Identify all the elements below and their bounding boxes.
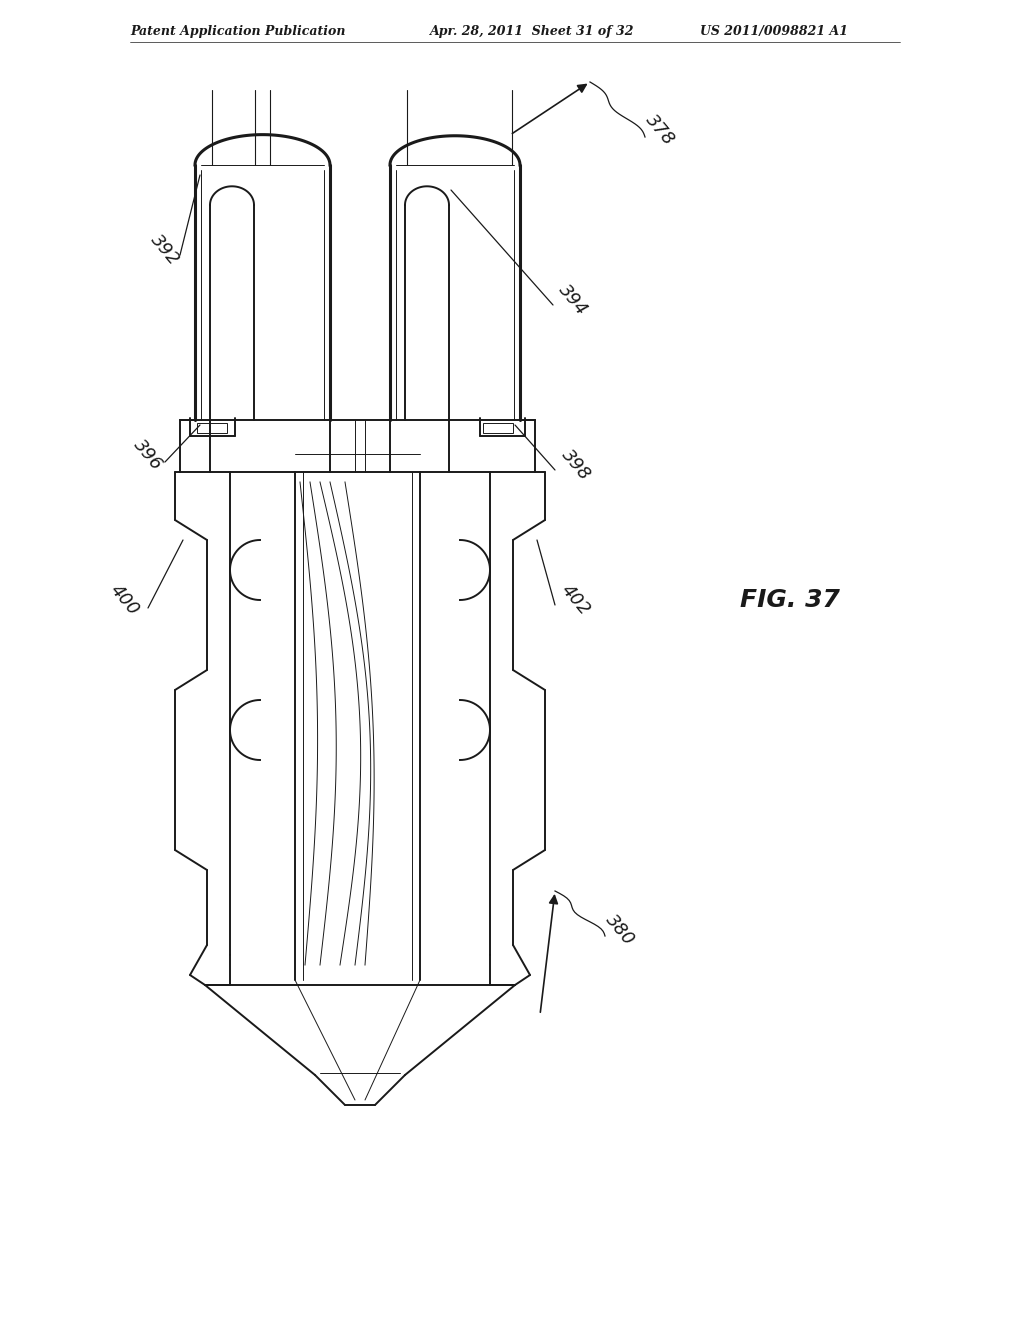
Text: 394: 394	[555, 281, 591, 319]
Text: 396: 396	[130, 436, 166, 474]
Text: 392: 392	[147, 231, 183, 269]
Bar	[197, 422, 227, 433]
Text: 400: 400	[108, 581, 143, 619]
Bar	[483, 422, 513, 433]
Text: 402: 402	[558, 581, 594, 619]
Text: 380: 380	[602, 911, 638, 949]
Text: 398: 398	[558, 446, 594, 484]
Text: US 2011/0098821 A1: US 2011/0098821 A1	[700, 25, 848, 38]
Text: FIG. 37: FIG. 37	[740, 587, 840, 612]
Text: Patent Application Publication: Patent Application Publication	[130, 25, 345, 38]
Text: 378: 378	[642, 111, 678, 149]
Text: Apr. 28, 2011  Sheet 31 of 32: Apr. 28, 2011 Sheet 31 of 32	[430, 25, 635, 38]
